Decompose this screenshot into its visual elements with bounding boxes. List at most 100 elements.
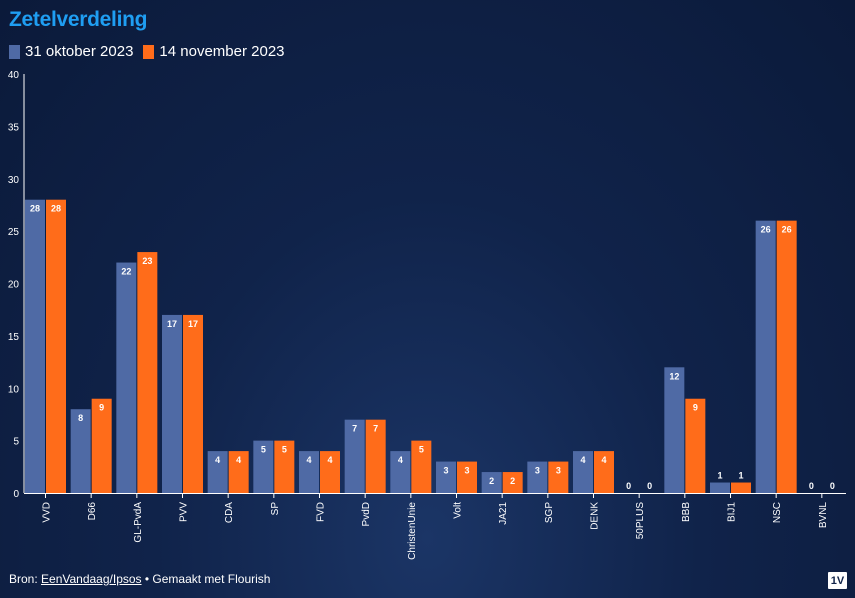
data-label-series2: 4 bbox=[327, 455, 332, 465]
source-link[interactable]: EenVandaag/Ipsos bbox=[41, 572, 142, 586]
x-tick-label: BIJ1 bbox=[727, 502, 738, 522]
y-tick-label: 30 bbox=[8, 175, 20, 186]
bar-series2 bbox=[457, 461, 477, 493]
data-label-series1: 8 bbox=[78, 413, 83, 423]
source-prefix: Bron: bbox=[9, 572, 42, 586]
y-tick-label: 25 bbox=[8, 227, 20, 238]
x-tick-label: JA21 bbox=[498, 502, 509, 525]
data-label-series2: 28 bbox=[51, 204, 61, 214]
bar-series1 bbox=[162, 314, 182, 493]
bar-series2 bbox=[685, 398, 706, 493]
x-tick-label: CDA bbox=[224, 502, 235, 523]
y-tick-label: 5 bbox=[13, 437, 19, 448]
bar-series1 bbox=[710, 482, 730, 493]
data-label-series2: 7 bbox=[373, 424, 378, 434]
bar-series2 bbox=[365, 419, 386, 493]
x-tick-label: BBB bbox=[681, 502, 692, 522]
legend-label-series2: 14 november 2023 bbox=[159, 43, 285, 60]
data-label-series2: 26 bbox=[782, 225, 792, 235]
data-label-series1: 3 bbox=[443, 466, 448, 476]
data-label-series2: 0 bbox=[647, 481, 652, 491]
bar-series1 bbox=[481, 472, 502, 493]
y-tick-label: 10 bbox=[8, 384, 20, 395]
x-tick-label: SGP bbox=[544, 502, 555, 523]
bar-series1 bbox=[344, 419, 365, 493]
bar-series2 bbox=[46, 199, 66, 493]
bar-series1 bbox=[664, 367, 685, 493]
data-label-series2: 4 bbox=[601, 455, 606, 465]
legend-swatch-series2 bbox=[143, 44, 155, 59]
data-label-series2: 9 bbox=[693, 403, 698, 413]
y-tick-label: 35 bbox=[8, 122, 20, 133]
x-tick-label: 50PLUS bbox=[635, 502, 646, 540]
bar-series2 bbox=[137, 252, 158, 493]
legend-swatch-series1 bbox=[9, 44, 20, 59]
bar-series1 bbox=[436, 461, 456, 493]
data-label-series1: 3 bbox=[535, 466, 540, 476]
bar-series1 bbox=[755, 220, 776, 493]
bar-series2 bbox=[548, 461, 569, 493]
data-label-series2: 9 bbox=[99, 403, 104, 413]
flourish-logo[interactable]: 1V bbox=[828, 572, 847, 589]
x-tick-label: FVD bbox=[316, 502, 327, 522]
x-tick-label: PvdD bbox=[361, 502, 372, 526]
source-footer: Bron: EenVandaag/Ipsos • Gemaakt met Flo… bbox=[9, 572, 270, 586]
data-label-series2: 17 bbox=[188, 319, 198, 329]
bar-series2 bbox=[320, 451, 340, 493]
data-label-series2: 3 bbox=[464, 466, 469, 476]
bar-series1 bbox=[253, 440, 274, 493]
bar-series1 bbox=[390, 451, 411, 493]
data-label-series2: 23 bbox=[142, 256, 152, 266]
bar-series1 bbox=[116, 262, 137, 493]
bar-series2 bbox=[91, 398, 112, 493]
data-label-series1: 0 bbox=[626, 481, 631, 491]
data-label-series2: 2 bbox=[510, 476, 515, 486]
data-label-series1: 4 bbox=[306, 455, 311, 465]
bar-series1 bbox=[207, 451, 228, 493]
bar-series2 bbox=[183, 314, 203, 493]
legend-label-series1: 31 oktober 2023 bbox=[25, 43, 134, 60]
legend-item-series2[interactable]: 14 november 2023 bbox=[143, 43, 285, 60]
data-label-series1: 2 bbox=[489, 476, 494, 486]
data-label-series2: 1 bbox=[738, 471, 743, 481]
legend-item-series1[interactable]: 31 oktober 2023 bbox=[9, 43, 133, 60]
x-tick-label: Volt bbox=[453, 502, 464, 519]
data-label-series1: 5 bbox=[261, 445, 266, 455]
chart-legend: 31 oktober 2023 14 november 2023 bbox=[9, 43, 295, 60]
bar-series2 bbox=[594, 451, 614, 493]
bar-series1 bbox=[70, 409, 91, 493]
x-tick-label: SP bbox=[270, 502, 281, 516]
data-label-series1: 28 bbox=[30, 204, 40, 214]
bar-series2 bbox=[776, 220, 797, 493]
bar-series2 bbox=[502, 472, 523, 493]
data-label-series1: 26 bbox=[761, 225, 771, 235]
y-tick-label: 15 bbox=[8, 332, 20, 343]
bar-series2 bbox=[228, 451, 249, 493]
x-tick-label: DENK bbox=[590, 502, 601, 530]
y-tick-label: 20 bbox=[8, 280, 20, 291]
data-label-series1: 4 bbox=[580, 455, 585, 465]
data-label-series1: 22 bbox=[121, 267, 131, 277]
bar-series2 bbox=[731, 482, 751, 493]
data-label-series2: 5 bbox=[419, 445, 424, 455]
bar-series2 bbox=[274, 440, 295, 493]
x-tick-label: PVV bbox=[179, 502, 190, 522]
data-label-series2: 4 bbox=[236, 455, 241, 465]
x-tick-label: ChristenUnie bbox=[407, 502, 418, 560]
bar-series1 bbox=[573, 451, 593, 493]
y-tick-label: 40 bbox=[8, 70, 20, 81]
data-label-series1: 1 bbox=[717, 471, 722, 481]
x-tick-label: GL-PvdA bbox=[133, 502, 144, 543]
data-label-series1: 12 bbox=[669, 371, 679, 381]
bar-series2 bbox=[411, 440, 432, 493]
x-tick-label: VVD bbox=[42, 502, 53, 523]
data-label-series2: 0 bbox=[830, 481, 835, 491]
data-label-series1: 17 bbox=[167, 319, 177, 329]
data-label-series1: 0 bbox=[809, 481, 814, 491]
data-label-series2: 3 bbox=[556, 466, 561, 476]
x-tick-label: NSC bbox=[772, 502, 783, 523]
bar-series1 bbox=[527, 461, 548, 493]
data-label-series1: 4 bbox=[398, 455, 403, 465]
bar-series1 bbox=[25, 199, 45, 493]
